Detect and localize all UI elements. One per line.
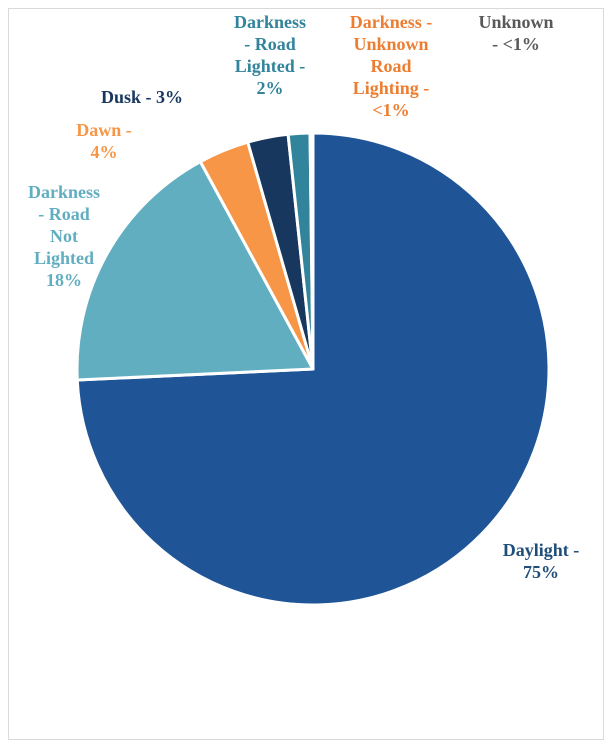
slice-label-dusk: Dusk - 3% — [101, 87, 183, 107]
slice-label-darkness-road-not-lighted: Darkness - Road Not Lighted 18% — [28, 182, 100, 290]
pie-slice-unknown — [310, 131, 315, 371]
pie-slice-darkness-road-not-lighted — [75, 160, 315, 382]
slice-label-daylight: Daylight -75% — [503, 540, 580, 582]
slice-label-darkness-road-lighted: Darkness - Road Lighted -2% — [234, 12, 306, 98]
slice-label-darkness-unknown-road-lighting: Darkness -Unknown Road Lighting -<1% — [350, 12, 433, 120]
slice-label-unknown: Unknown - <1% — [478, 12, 553, 54]
slice-label-dawn: Dawn -4% — [76, 120, 132, 162]
